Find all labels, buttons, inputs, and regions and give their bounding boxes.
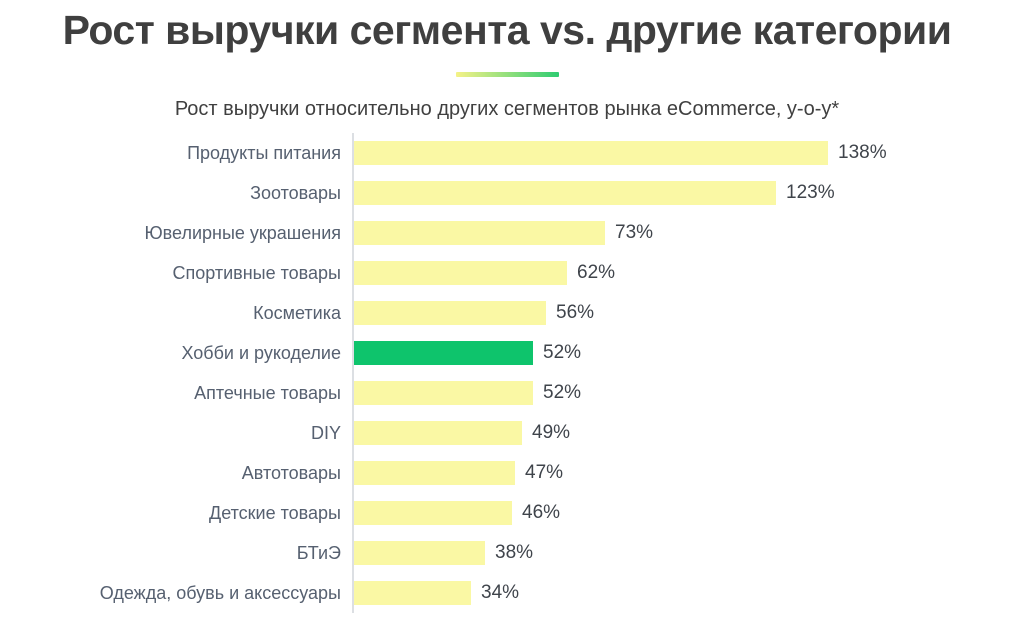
bar-track: 52%: [352, 333, 1014, 373]
chart-row: Продукты питания 138%: [0, 133, 1014, 173]
category-label: Автотовары: [241, 462, 341, 483]
category-label: Продукты питания: [187, 142, 341, 163]
bar-chart: Продукты питания 138% Зоотовары 123% Ювелирн…: [0, 133, 1014, 613]
bar-track: 62%: [352, 253, 1014, 293]
bar-track: 73%: [352, 213, 1014, 253]
bar: [354, 221, 605, 245]
value-label: 123%: [786, 182, 835, 203]
value-label: 46%: [522, 502, 561, 523]
bar: [354, 381, 533, 405]
bar: [354, 501, 512, 525]
chart-row: Автотовары 47%: [0, 453, 1014, 493]
chart-row: DIY 49%: [0, 413, 1014, 453]
bar: [354, 541, 485, 565]
category-label: Зоотовары: [250, 182, 341, 203]
chart-row: Спортивные товары 62%: [0, 253, 1014, 293]
chart-row: БТиЭ 38%: [0, 533, 1014, 573]
category-label: Аптечные товары: [194, 382, 341, 403]
value-label: 73%: [615, 222, 654, 243]
chart-subtitle: Рост выручки относительно других сегмент…: [174, 98, 840, 120]
chart-row: Зоотовары 123%: [0, 173, 1014, 213]
bar-track: 123%: [352, 173, 1014, 213]
value-label: 34%: [481, 582, 520, 603]
bar-track: 34%: [352, 573, 1014, 613]
chart-row: Ювелирные украшения 73%: [0, 213, 1014, 253]
bar: [354, 461, 515, 485]
value-label: 52%: [543, 382, 582, 403]
bar: [354, 181, 776, 205]
category-label: Ювелирные украшения: [144, 222, 341, 243]
chart-row: Детские товары 46%: [0, 493, 1014, 533]
value-label: 56%: [556, 302, 595, 323]
value-label: 62%: [577, 262, 616, 283]
bar-track: 47%: [352, 453, 1014, 493]
chart-row: Хобби и рукоделие 52%: [0, 333, 1014, 373]
bar-track: 52%: [352, 373, 1014, 413]
bar: [354, 261, 567, 285]
bar-track: 56%: [352, 293, 1014, 333]
value-label: 47%: [525, 462, 564, 483]
title-divider: [455, 72, 559, 77]
chart-row: Одежда, обувь и аксессуары 34%: [0, 573, 1014, 613]
value-label: 49%: [532, 422, 571, 443]
bar-track: 46%: [352, 493, 1014, 533]
bar: [354, 421, 522, 445]
category-label: Хобби и рукоделие: [181, 342, 341, 363]
value-label: 38%: [495, 542, 534, 563]
category-label: Одежда, обувь и аксессуары: [99, 582, 341, 603]
bar: [354, 301, 546, 325]
value-label: 138%: [838, 142, 887, 163]
category-label: Косметика: [253, 302, 341, 323]
bar-track: 138%: [352, 133, 1014, 173]
bar: [354, 581, 471, 605]
chart-row: Косметика 56%: [0, 293, 1014, 333]
bar-track: 38%: [352, 533, 1014, 573]
bar: [354, 141, 828, 165]
category-label: Детские товары: [209, 502, 341, 523]
value-label: 52%: [543, 342, 582, 363]
category-label: Спортивные товары: [172, 262, 342, 283]
category-label: БТиЭ: [296, 542, 341, 563]
bar-highlighted: [354, 341, 533, 365]
page-title: Рост выручки сегмента vs. другие категор…: [62, 7, 952, 53]
chart-row: Аптечные товары 52%: [0, 373, 1014, 413]
category-label: DIY: [310, 422, 341, 443]
bar-track: 49%: [352, 413, 1014, 453]
